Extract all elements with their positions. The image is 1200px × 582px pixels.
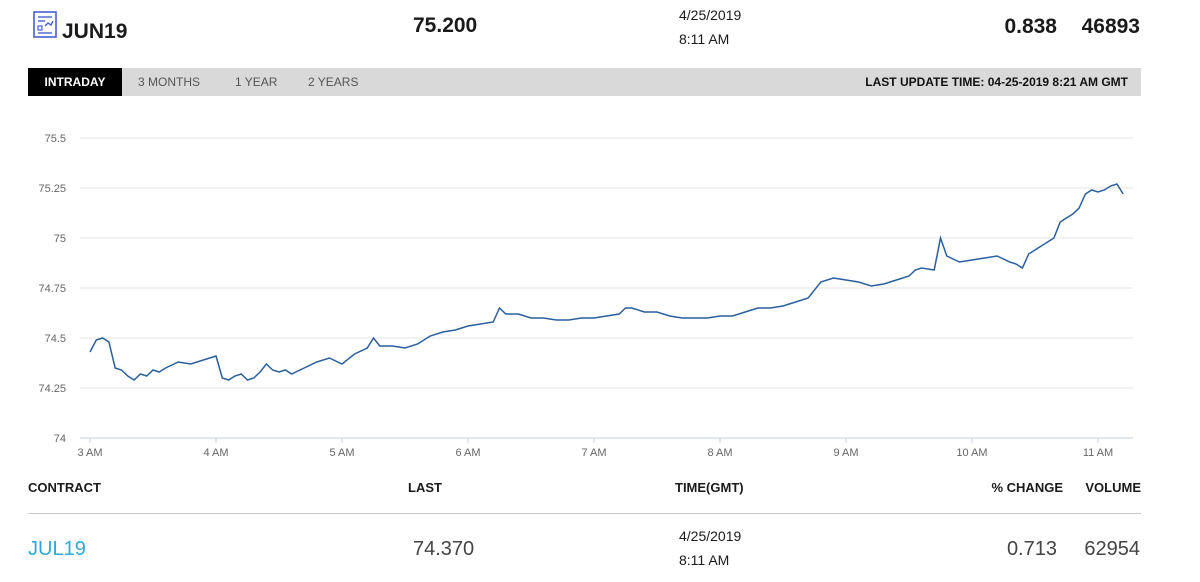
x-tick-label: 3 AM	[77, 447, 102, 459]
y-tick-label: 74	[54, 433, 66, 445]
header-contract: JUN19	[62, 20, 128, 43]
y-axis-ticks: 74 74.25 74.5 74.75 75 75.25 75.5	[38, 133, 66, 445]
y-tick-label: 74.25	[38, 383, 66, 395]
tab-3-months[interactable]: 3 MONTHS	[138, 75, 201, 89]
y-tick-label: 75	[54, 233, 66, 245]
last-update-time: LAST UPDATE TIME: 04-25-2019 8:21 AM GMT	[865, 75, 1128, 89]
col-header-pct-change: % CHANGE	[991, 480, 1063, 495]
header-last-price: 75.200	[413, 14, 478, 37]
y-tick-label: 75.25	[38, 183, 66, 195]
price-series-line	[89, 183, 1124, 381]
header-pct-change: 0.838	[1004, 15, 1057, 38]
row-date: 4/25/2019	[679, 528, 742, 544]
x-tick-label: 10 AM	[956, 447, 987, 459]
tab-1-year[interactable]: 1 YEAR	[235, 75, 278, 89]
intraday-price-chart: 74 74.25 74.5 74.75 75 75.25 75.5 3 AM 4 AM 5 AM…	[38, 133, 1133, 459]
header-date: 4/25/2019	[679, 7, 742, 23]
contract-sheet-icon	[33, 11, 57, 38]
y-tick-label: 75.5	[45, 133, 66, 145]
x-tick-label: 6 AM	[455, 447, 480, 459]
x-axis-ticks: 3 AM 4 AM 5 AM 6 AM 7 AM 8 AM 9 AM 10 AM 11 AM	[77, 438, 1113, 459]
y-tick-label: 74.75	[38, 283, 66, 295]
row-last-price: 74.370	[413, 538, 475, 560]
row-contract-link[interactable]: JUL19	[28, 538, 86, 560]
header-time: 8:11 AM	[679, 31, 730, 47]
x-tick-label: 9 AM	[833, 447, 858, 459]
tab-2-years[interactable]: 2 YEARS	[308, 75, 359, 89]
table-divider	[28, 513, 1141, 514]
x-tick-label: 4 AM	[203, 447, 228, 459]
range-tab-bar: INTRADAY 3 MONTHS 1 YEAR 2 YEARS LAST UP…	[28, 68, 1141, 96]
row-time: 8:11 AM	[679, 552, 730, 568]
row-pct-change: 0.713	[1006, 538, 1057, 560]
col-header-last: LAST	[408, 480, 442, 495]
col-header-volume: VOLUME	[1085, 480, 1141, 495]
col-header-contract: CONTRACT	[28, 480, 101, 495]
x-tick-label: 8 AM	[707, 447, 732, 459]
chart-grid	[80, 137, 1133, 439]
x-tick-label: 11 AM	[1083, 447, 1113, 459]
tab-intraday[interactable]: INTRADAY	[28, 68, 122, 96]
header-volume: 46893	[1081, 15, 1140, 38]
x-tick-label: 5 AM	[329, 447, 354, 459]
x-tick-label: 7 AM	[581, 447, 606, 459]
y-tick-label: 74.5	[45, 333, 66, 345]
row-volume: 62954	[1084, 538, 1140, 560]
col-header-time: TIME(GMT)	[675, 480, 744, 495]
